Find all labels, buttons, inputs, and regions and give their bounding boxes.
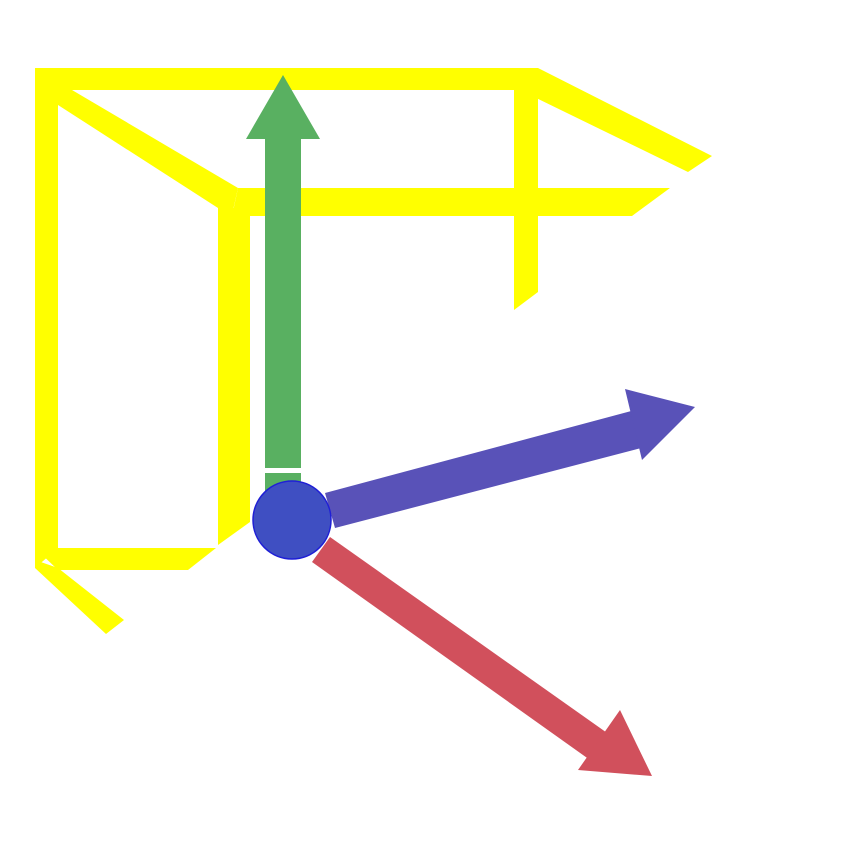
frame-edge-front-left [218, 208, 250, 545]
wireframe-box [35, 68, 712, 634]
z-axis-arrowhead [578, 710, 652, 776]
y-axis-arrowhead [246, 75, 320, 139]
x-axis-arrow [325, 389, 695, 528]
origin-point [252, 480, 332, 560]
x-axis-shaft [325, 410, 645, 528]
z-axis-arrow [312, 537, 652, 776]
y-axis-arrow [246, 75, 320, 493]
frame-edge-top-left-diagonal [58, 90, 238, 215]
frame-edge-back-top [35, 68, 538, 90]
frame-edge-back-left [35, 68, 58, 568]
x-axis-arrowhead [625, 389, 695, 460]
frame-edge-back-right [514, 90, 538, 310]
frame-edge-bottom-left-diagonal [35, 560, 124, 634]
frame-edge-front-top [232, 188, 670, 216]
frame-edge-bottom [35, 548, 216, 570]
y-axis-shaft [265, 136, 301, 468]
z-axis-shaft [312, 537, 610, 760]
frame-edge-top-right-diagonal [528, 68, 712, 172]
